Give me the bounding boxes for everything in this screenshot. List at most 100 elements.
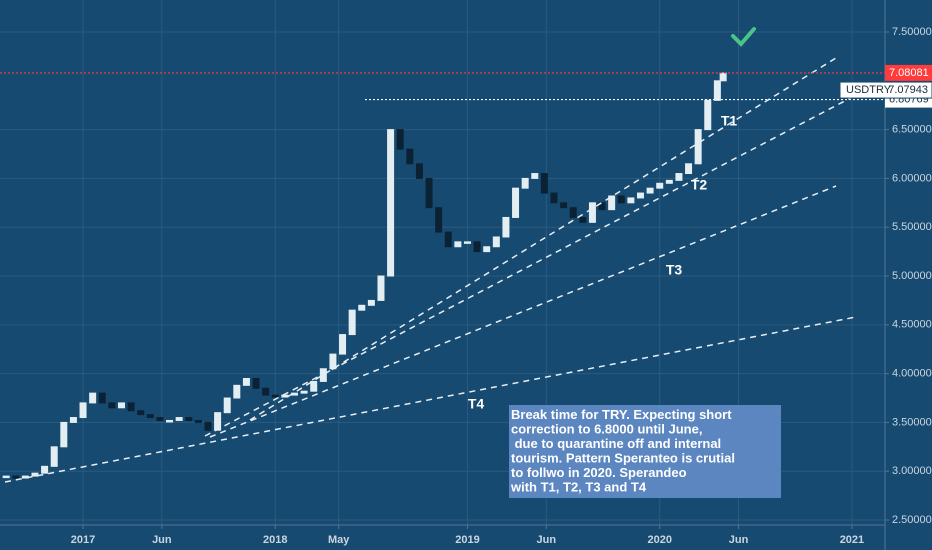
candles xyxy=(2,72,727,479)
trendline-label: T4 xyxy=(468,396,485,412)
y-tick-label: 3.00000 xyxy=(892,465,932,477)
candle xyxy=(656,182,664,189)
trendline-t4 xyxy=(4,316,857,483)
candle xyxy=(646,187,654,194)
candle xyxy=(223,397,231,414)
symbol-label: USDTRY xyxy=(846,84,892,96)
candle xyxy=(146,414,154,419)
candle xyxy=(665,179,673,184)
grid xyxy=(0,0,885,525)
candle xyxy=(704,99,712,131)
candle xyxy=(166,419,174,423)
y-tick-label: 5.50000 xyxy=(892,221,932,233)
candle xyxy=(69,417,77,423)
y-tick-label: 6.00000 xyxy=(892,172,932,184)
y-tick-label: 5.00000 xyxy=(892,270,932,282)
candle xyxy=(694,129,702,165)
candle xyxy=(329,353,337,370)
candle xyxy=(367,299,375,306)
y-tick-label: 3.50000 xyxy=(892,416,932,428)
y-tick-label: 7.50000 xyxy=(892,26,932,38)
candle xyxy=(579,216,587,223)
note-line: to follwo in 2020. Sperandeo xyxy=(511,465,687,480)
candle xyxy=(444,231,452,248)
candle xyxy=(2,475,10,479)
candle xyxy=(598,202,606,211)
candle xyxy=(194,419,202,423)
y-tick-label: 4.50000 xyxy=(892,319,932,331)
x-tick-label: 2018 xyxy=(263,534,287,546)
trendline-label: T3 xyxy=(666,262,683,278)
candle xyxy=(117,402,125,409)
x-tick-label: Jun xyxy=(152,534,172,546)
y-tick-label: 4.00000 xyxy=(892,368,932,380)
candle xyxy=(127,402,135,412)
candle xyxy=(675,173,683,181)
candle xyxy=(550,192,558,204)
candle xyxy=(521,177,529,189)
candle xyxy=(204,421,212,431)
candle xyxy=(252,377,260,389)
candle xyxy=(60,421,68,448)
candle xyxy=(108,402,116,409)
candle xyxy=(377,275,385,301)
candle xyxy=(242,377,250,386)
candle xyxy=(608,195,616,211)
trendline-t1 xyxy=(249,57,837,421)
candle xyxy=(271,394,279,398)
candle xyxy=(31,472,39,477)
x-tick-label: Jun xyxy=(537,534,557,546)
candle xyxy=(560,202,568,209)
x-tick-label: 2019 xyxy=(455,534,479,546)
candle xyxy=(483,246,491,253)
x-tick-label: Jun xyxy=(729,534,749,546)
candle xyxy=(310,380,318,392)
last-price-box xyxy=(839,81,932,99)
candle xyxy=(617,195,625,204)
x-tick-label: May xyxy=(328,534,350,546)
candle xyxy=(463,241,471,244)
candle xyxy=(348,309,356,336)
candle xyxy=(636,192,644,199)
trendline-label: T2 xyxy=(691,177,708,193)
candle xyxy=(41,465,49,474)
candle xyxy=(473,241,481,253)
candle xyxy=(627,197,635,204)
note-line: tourism. Pattern Speranteo is crutial xyxy=(511,451,735,466)
candle xyxy=(358,304,366,311)
candle xyxy=(281,394,289,398)
candle xyxy=(185,417,193,421)
candle xyxy=(233,384,241,399)
candle xyxy=(175,417,183,421)
check-mark xyxy=(731,27,756,47)
candle xyxy=(300,390,308,394)
candle xyxy=(454,241,462,248)
candle xyxy=(685,163,693,175)
candle xyxy=(98,392,106,404)
x-tick-label: 2021 xyxy=(840,534,864,546)
candle xyxy=(719,72,727,82)
candle xyxy=(137,410,145,416)
candle xyxy=(319,368,327,382)
trendlines xyxy=(4,57,863,483)
candle xyxy=(12,475,20,479)
note-box xyxy=(509,405,781,498)
note-line: correction to 6.8000 until June, xyxy=(511,422,702,437)
candle xyxy=(156,417,164,421)
overlay: 7.080816.80769USDTRY7.07943T1T2T3T4Break… xyxy=(0,64,932,495)
candle xyxy=(569,207,577,218)
candle xyxy=(588,202,596,223)
note-line: due to quarantine off and internal xyxy=(511,436,721,451)
candle xyxy=(512,187,520,218)
x-tick-label: 2020 xyxy=(647,534,671,546)
trendline-t2 xyxy=(204,91,863,437)
candle xyxy=(502,216,510,238)
note-line: Break time for TRY. Expecting short xyxy=(511,407,732,422)
candle xyxy=(406,148,414,165)
trendline-t3 xyxy=(209,185,837,438)
candle xyxy=(415,163,423,179)
last-price-label: 7.07943 xyxy=(888,84,928,96)
candle xyxy=(50,446,58,467)
price-label-box xyxy=(885,64,932,81)
